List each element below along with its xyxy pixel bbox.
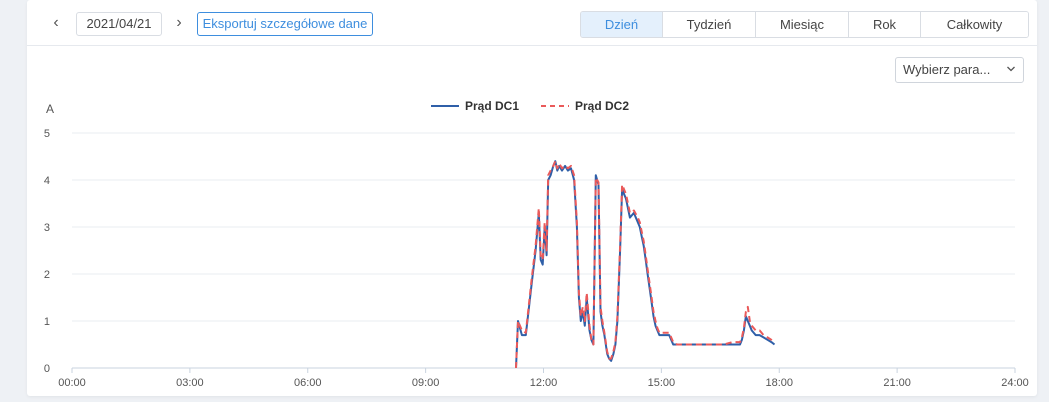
x-tick-label: 06:00 <box>294 377 322 389</box>
tab-total[interactable]: Całkowity <box>920 12 1028 37</box>
chart-card: ‹ 2021/04/21 › Eksportuj szczegółowe dan… <box>27 0 1037 396</box>
series-line-dc1 <box>515 160 776 369</box>
tab-month[interactable]: Miesiąc <box>755 12 848 37</box>
parameter-select-label: Wybierz para... <box>903 62 991 77</box>
x-tick-label: 15:00 <box>648 377 676 389</box>
legend-label: Prąd DC2 <box>575 99 629 113</box>
x-tick-label: 21:00 <box>883 377 911 389</box>
y-tick-label: 5 <box>44 128 50 140</box>
y-tick-label: 0 <box>44 363 50 375</box>
legend-item-dc2[interactable]: Prąd DC2 <box>541 99 629 113</box>
y-axis: 0 1 2 3 4 5 <box>44 128 50 375</box>
y-axis-unit-label: A <box>46 102 54 116</box>
series-line-dc2 <box>515 160 776 369</box>
x-tick-label: 24:00 <box>1001 377 1029 389</box>
period-tabs: Dzień Tydzień Miesiąc Rok Całkowity <box>580 11 1029 38</box>
x-tick-label: 00:00 <box>58 377 86 389</box>
legend: Prąd DC1 Prąd DC2 <box>431 99 629 113</box>
series-lines <box>515 160 776 369</box>
x-tick-label: 12:00 <box>530 377 558 389</box>
tab-day[interactable]: Dzień <box>581 12 662 37</box>
toolbar: ‹ 2021/04/21 › Eksportuj szczegółowe dan… <box>27 0 1037 46</box>
legend-item-dc1[interactable]: Prąd DC1 <box>431 99 519 113</box>
x-tick-label: 18:00 <box>765 377 793 389</box>
export-button[interactable]: Eksportuj szczegółowe dane <box>197 12 373 36</box>
parameter-select[interactable]: Wybierz para... <box>895 57 1024 83</box>
legend-label: Prąd DC1 <box>465 99 519 113</box>
x-axis: 00:00 03:00 06:00 09:00 12:00 15:00 18:00 21:00… <box>58 367 1029 389</box>
tab-week[interactable]: Tydzień <box>662 12 755 37</box>
y-tick-label: 2 <box>44 269 50 281</box>
x-tick-label: 03:00 <box>176 377 204 389</box>
tab-year[interactable]: Rok <box>848 12 920 37</box>
y-tick-label: 1 <box>44 316 50 328</box>
prev-day-button[interactable]: ‹ <box>53 14 59 31</box>
chevron-down-icon <box>1007 66 1015 72</box>
y-tick-label: 3 <box>44 222 50 234</box>
y-tick-label: 4 <box>44 175 50 187</box>
date-picker[interactable]: 2021/04/21 <box>76 12 162 36</box>
next-day-button[interactable]: › <box>176 14 182 31</box>
x-tick-label: 09:00 <box>412 377 440 389</box>
chart-grid <box>72 132 1015 322</box>
